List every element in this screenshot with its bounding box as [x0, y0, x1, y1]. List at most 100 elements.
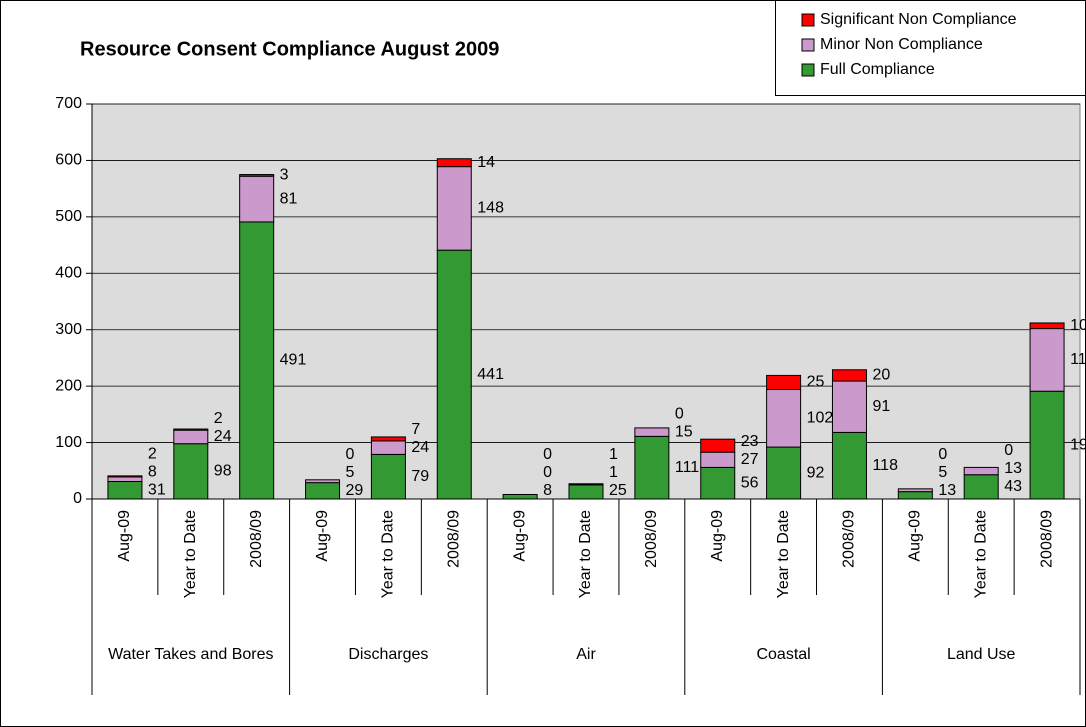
- data-label: 441: [477, 366, 504, 383]
- bar-segment: [502, 493, 538, 500]
- bar-segment: [370, 440, 406, 455]
- legend-swatch: [801, 38, 815, 52]
- data-label: 14: [477, 154, 495, 171]
- y-tick-label: 100: [55, 434, 82, 451]
- y-tick-label: 300: [55, 321, 82, 338]
- data-label: 0: [1004, 442, 1013, 459]
- x-tick-label: Aug-09: [907, 510, 924, 562]
- data-label: 1: [609, 464, 618, 481]
- data-label: 491: [280, 352, 307, 369]
- data-label: 102: [807, 410, 834, 427]
- group-label: Air: [576, 646, 596, 663]
- x-tick-label: 2008/09: [248, 510, 265, 568]
- x-tick-label: Year to Date: [380, 510, 397, 598]
- bar-segment: [766, 389, 802, 448]
- bar-segment: [1029, 390, 1065, 500]
- y-tick-label: 200: [55, 377, 82, 394]
- bar-segment: [370, 453, 406, 500]
- data-label: 79: [411, 468, 429, 485]
- x-tick-label: Aug-09: [116, 510, 133, 562]
- bar-segment: [436, 158, 472, 168]
- x-tick-label: 2008/09: [643, 510, 660, 568]
- bar-segment: [239, 174, 275, 177]
- x-tick-label: Year to Date: [775, 510, 792, 598]
- data-label: 3: [280, 167, 289, 184]
- data-label: 27: [741, 451, 759, 468]
- data-label: 23: [741, 433, 759, 450]
- bar-segment: [436, 166, 472, 251]
- x-tick-label: Year to Date: [972, 510, 989, 598]
- data-label: 7: [411, 421, 420, 438]
- data-label: 2: [148, 445, 157, 462]
- bar-segment: [831, 380, 867, 433]
- bar-segment: [436, 249, 472, 500]
- bar-segment: [107, 475, 143, 478]
- bar-segment: [1029, 328, 1065, 392]
- bar-segment: [634, 435, 670, 500]
- bar-segment: [963, 466, 999, 476]
- y-tick-label: 700: [55, 95, 82, 112]
- bar-segment: [239, 175, 275, 223]
- bar-segment: [1029, 322, 1065, 330]
- bar-segment: [766, 446, 802, 500]
- data-label: 191: [1070, 436, 1086, 453]
- y-tick-label: 400: [55, 265, 82, 282]
- group-label: Land Use: [946, 646, 1016, 663]
- legend-swatch: [801, 13, 815, 27]
- data-label: 15: [675, 423, 693, 440]
- data-label: 0: [543, 446, 552, 463]
- bar-segment: [897, 491, 933, 500]
- y-tick-label: 600: [55, 152, 82, 169]
- legend-swatch: [801, 63, 815, 77]
- data-label: 92: [807, 464, 825, 481]
- data-label: 13: [938, 482, 956, 499]
- bar-segment: [897, 488, 933, 493]
- bar-segment: [568, 484, 604, 500]
- data-label: 148: [477, 200, 504, 217]
- data-label: 56: [741, 474, 759, 491]
- group-label: Discharges: [348, 646, 429, 663]
- bar-segment: [107, 476, 143, 483]
- data-label: 31: [148, 481, 166, 498]
- data-label: 8: [543, 482, 552, 499]
- x-tick-label: Year to Date: [577, 510, 594, 598]
- legend-label: Significant Non Compliance: [820, 11, 1017, 28]
- bar-segment: [370, 436, 406, 442]
- data-label: 20: [872, 367, 890, 384]
- data-label: 29: [346, 482, 364, 499]
- data-label: 0: [938, 446, 947, 463]
- data-label: 43: [1004, 478, 1022, 495]
- data-label: 118: [872, 457, 898, 474]
- data-label: 1: [609, 446, 618, 463]
- bar-segment: [700, 466, 736, 500]
- bar-segment: [831, 431, 867, 500]
- data-label: 5: [346, 464, 355, 481]
- data-label: 24: [214, 428, 232, 445]
- bar-segment: [634, 427, 670, 437]
- bar-segment: [173, 428, 209, 431]
- data-label: 91: [872, 398, 890, 415]
- bar-segment: [831, 369, 867, 382]
- data-label: 25: [807, 374, 825, 391]
- bar-segment: [963, 474, 999, 500]
- bar-segment: [766, 374, 802, 391]
- data-label: 0: [675, 405, 684, 422]
- data-label: 0: [346, 446, 355, 463]
- bar-segment: [305, 479, 341, 484]
- x-tick-label: 2008/09: [1038, 510, 1055, 568]
- bar-segment: [568, 483, 604, 485]
- x-tick-label: 2008/09: [445, 510, 462, 568]
- legend-label: Minor Non Compliance: [820, 36, 983, 53]
- x-tick-label: Aug-09: [709, 510, 726, 562]
- bar-segment: [173, 443, 209, 500]
- bar-segment: [700, 451, 736, 468]
- data-label: 24: [411, 439, 429, 456]
- x-tick-label: Aug-09: [314, 510, 331, 562]
- y-tick-label: 500: [55, 208, 82, 225]
- data-label: 98: [214, 463, 232, 480]
- data-label: 0: [543, 464, 552, 481]
- data-label: 81: [280, 190, 298, 207]
- bar-segment: [107, 481, 143, 500]
